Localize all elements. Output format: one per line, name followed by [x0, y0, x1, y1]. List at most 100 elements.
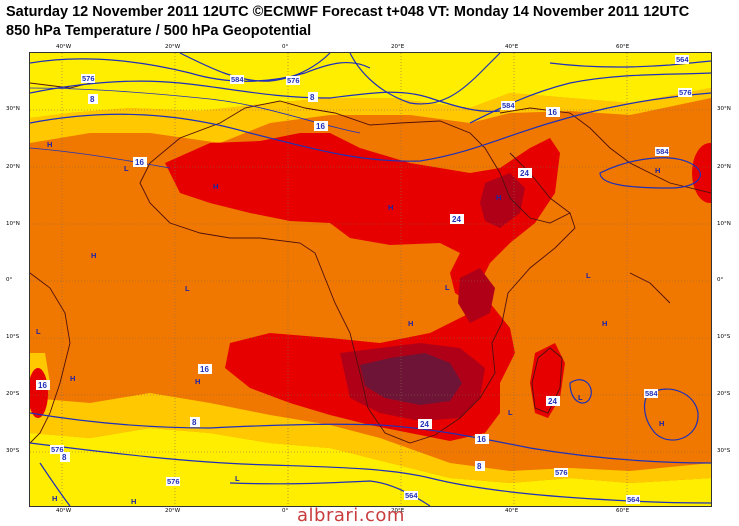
lon-label-bottom: 40°E — [505, 508, 519, 514]
lon-label-bottom: 20°W — [165, 508, 181, 514]
pressure-center-h: H — [195, 377, 200, 386]
temperature-band-yellow-south — [30, 428, 711, 506]
contour-label: 564 — [405, 491, 418, 500]
temperature-band-light-orange — [30, 88, 711, 143]
lon-label-top: 40°W — [56, 44, 72, 50]
lat-label-left: 10°S — [6, 334, 20, 340]
pressure-center-h: H — [52, 494, 57, 503]
isotherm-label: 24 — [548, 397, 557, 406]
lat-label-right: 30°S — [717, 448, 731, 454]
contour-label: 576 — [82, 74, 95, 83]
isotherm-label-box — [198, 364, 212, 374]
lat-label-left: 30°N — [6, 106, 20, 112]
contour-label-box — [166, 477, 180, 486]
temperature-contours — [30, 87, 361, 169]
pressure-center-l: L — [508, 408, 513, 417]
pressure-center-h: H — [47, 140, 52, 149]
pressure-center-l: L — [185, 284, 190, 293]
pressure-center-h: H — [213, 182, 218, 191]
contour-label-box — [675, 55, 689, 64]
isotherm-label: 16 — [200, 365, 209, 374]
pressure-center-l: L — [445, 283, 450, 292]
isotherm-label-box — [418, 419, 432, 429]
lat-label-right: 20°N — [717, 164, 731, 170]
lat-label-right: 20°S — [717, 391, 731, 397]
chart-title-line1: Saturday 12 November 2011 12UTC ©ECMWF F… — [6, 4, 690, 20]
lon-label-bottom: 40°W — [56, 508, 72, 514]
chart-title-line2: 850 hPa Temperature / 500 hPa Geopotenti… — [6, 23, 312, 39]
temperature-band-yellow — [30, 53, 711, 118]
temperature-band-dark-red-east — [458, 268, 495, 323]
pressure-center-h: H — [602, 319, 607, 328]
pressure-center-l: L — [124, 164, 129, 173]
contour-label: 576 — [51, 445, 64, 454]
lat-label-right: 10°S — [717, 334, 731, 340]
isotherm-label-box — [475, 434, 489, 444]
temperature-band-light-orange-south — [30, 393, 711, 483]
isotherm-label-box — [190, 417, 200, 427]
contour-label: 576 — [287, 76, 300, 85]
isotherm-label-box — [36, 380, 50, 390]
contour-label-box — [644, 389, 658, 398]
pressure-center-h: H — [70, 374, 75, 383]
isotherm-label: 8 — [477, 462, 482, 471]
contour-label-box — [404, 491, 418, 500]
forecast-map: 576 584 576 564 576 584 576 564 576 576 … — [29, 52, 712, 507]
lat-label-right: 10°N — [717, 221, 731, 227]
pressure-center-h: H — [388, 203, 393, 212]
isotherm-label: 8 — [310, 93, 315, 102]
temperature-band-red-north — [165, 133, 560, 303]
isotherm-label: 16 — [38, 381, 47, 390]
isotherm-label-box — [88, 94, 98, 104]
isotherm-label-box — [314, 121, 328, 131]
temperature-band-maroon-core — [360, 353, 462, 405]
isotherm-label-box — [60, 452, 70, 462]
isotherm-label-box — [518, 168, 532, 178]
contour-label-box — [286, 76, 300, 85]
pressure-center-h: H — [659, 419, 664, 428]
watermark: albrari.com — [297, 505, 405, 526]
contour-label-box — [554, 468, 568, 477]
isotherm-label: 24 — [452, 215, 461, 224]
lat-label-left: 10°N — [6, 221, 20, 227]
isotherm-label: 16 — [548, 108, 557, 117]
contour-label: 584 — [231, 75, 244, 84]
contour-label: 576 — [167, 477, 180, 486]
isotherm-labels: 8 8 16 16 16 24 24 24 16 16 8 8 8 — [36, 92, 560, 471]
lon-label-top: 0° — [282, 44, 289, 50]
pressure-center-l: L — [36, 327, 41, 336]
lon-label-bottom: 60°E — [616, 508, 630, 514]
contour-label: 584 — [645, 389, 658, 398]
lon-label-bottom: 20°E — [391, 508, 405, 514]
isotherm-label: 24 — [420, 420, 429, 429]
isotherm-label-box — [450, 214, 464, 224]
isotherm-label-box — [475, 461, 485, 471]
contour-label: 576 — [679, 88, 692, 97]
isotherm-label-box — [133, 157, 147, 167]
isotherm-label: 8 — [62, 453, 67, 462]
lat-label-left: 20°S — [6, 391, 20, 397]
contour-label: 564 — [627, 495, 640, 504]
contour-label: 576 — [555, 468, 568, 477]
isotherm-label-box — [308, 92, 318, 102]
coastlines — [30, 82, 711, 444]
pressure-center-h: H — [496, 193, 501, 202]
pressure-center-h: H — [131, 497, 136, 506]
lat-label-left: 0° — [6, 277, 13, 283]
contour-label: 584 — [656, 147, 669, 156]
contour-label-box — [81, 74, 95, 83]
contour-label: 564 — [676, 55, 689, 64]
contour-label: 584 — [502, 101, 515, 110]
isotherm-label-box — [546, 396, 560, 406]
isotherm-label: 8 — [192, 418, 197, 427]
contour-labels: 576 584 576 564 576 584 576 564 576 576 … — [50, 55, 692, 504]
isotherm-label: 24 — [520, 169, 529, 178]
pressure-center-h: H — [408, 319, 413, 328]
map-canvas: 576 584 576 564 576 584 576 564 576 576 … — [30, 53, 711, 506]
lon-label-top: 20°E — [391, 44, 405, 50]
pressure-center-h: H — [655, 166, 660, 175]
pressure-center-l: L — [578, 393, 583, 402]
lon-label-top: 60°E — [616, 44, 630, 50]
isotherm-label: 16 — [316, 122, 325, 131]
isotherm-label: 16 — [477, 435, 486, 444]
